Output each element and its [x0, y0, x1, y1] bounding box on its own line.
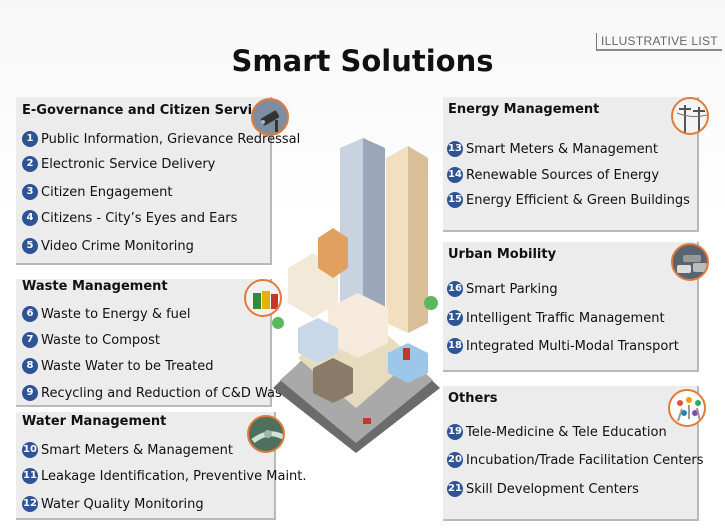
- water-pipe-icon: [247, 415, 285, 453]
- energy-title: Energy Management: [448, 102, 600, 117]
- number-badge: 10: [22, 442, 38, 458]
- item-label: Energy Efficient & Green Buildings: [466, 192, 690, 208]
- item-label: Renewable Sources of Energy: [466, 167, 660, 183]
- list-item: 7 Waste to Compost: [22, 332, 160, 348]
- number-badge: 19: [447, 424, 463, 440]
- list-item: 8 Waste Water to be Treated: [22, 358, 214, 374]
- number-badge: 6: [22, 306, 38, 322]
- number-badge: 21: [447, 481, 463, 497]
- number-badge: 18: [447, 338, 463, 354]
- item-label: Tele-Medicine & Tele Education: [466, 424, 667, 440]
- item-label: Leakage Identification, Preventive Maint…: [41, 468, 307, 484]
- item-label: Public Information, Grievance Redressal: [41, 131, 301, 147]
- water-panel: [16, 412, 276, 520]
- list-item: 3 Citizen Engagement: [22, 184, 173, 200]
- number-badge: 16: [447, 281, 463, 297]
- number-badge: 13: [447, 141, 463, 157]
- list-item: 21 Skill Development Centers: [447, 481, 639, 497]
- power-tower-icon: [671, 97, 709, 135]
- item-label: Smart Meters & Management: [41, 442, 233, 458]
- people-circle-icon: [668, 389, 706, 427]
- number-badge: 20: [447, 452, 463, 468]
- illustrative-list-tag: ILLUSTRATIVE LIST: [596, 33, 722, 51]
- number-badge: 8: [22, 358, 38, 374]
- item-label: Smart Parking: [466, 281, 558, 297]
- item-label: Citizen Engagement: [41, 184, 173, 200]
- number-badge: 9: [22, 385, 38, 401]
- item-label: Citizens - City’s Eyes and Ears: [41, 210, 238, 226]
- mobility-panel: [443, 242, 699, 372]
- others-title: Others: [448, 391, 498, 406]
- list-item: 17 Intelligent Traffic Management: [447, 310, 665, 326]
- list-item: 19 Tele-Medicine & Tele Education: [447, 424, 667, 440]
- others-panel: [443, 386, 699, 521]
- item-label: Incubation/Trade Facilitation Centers: [466, 452, 704, 468]
- item-label: Water Quality Monitoring: [41, 496, 204, 512]
- number-badge: 5: [22, 238, 38, 254]
- egov-title: E-Governance and Citizen Services: [22, 103, 277, 118]
- item-label: Recycling and Reduction of C&D Waste: [41, 385, 295, 401]
- waste-title: Waste Management: [22, 279, 168, 294]
- egov-panel: [16, 97, 272, 265]
- number-badge: 12: [22, 496, 38, 512]
- energy-panel: [443, 97, 699, 232]
- item-label: Waste to Compost: [41, 332, 160, 348]
- list-item: 20 Incubation/Trade Facilitation Centers: [447, 452, 704, 468]
- number-badge: 7: [22, 332, 38, 348]
- number-badge: 3: [22, 184, 38, 200]
- cctv-camera-icon: [251, 98, 289, 136]
- list-item: 14 Renewable Sources of Energy: [447, 167, 659, 183]
- item-label: Smart Meters & Management: [466, 141, 658, 157]
- list-item: 16 Smart Parking: [447, 281, 558, 297]
- list-item: 12 Water Quality Monitoring: [22, 496, 204, 512]
- item-label: Video Crime Monitoring: [41, 238, 194, 254]
- isometric-city-illustration: [268, 118, 443, 453]
- water-title: Water Management: [22, 414, 167, 429]
- list-item: 1 Public Information, Grievance Redressal: [22, 131, 300, 147]
- item-label: Electronic Service Delivery: [41, 156, 216, 172]
- page-title: Smart Solutions: [231, 44, 494, 78]
- number-badge: 1: [22, 131, 38, 147]
- list-item: 9 Recycling and Reduction of C&D Waste: [22, 385, 295, 401]
- list-item: 10 Smart Meters & Management: [22, 442, 233, 458]
- recycle-bins-icon: [244, 279, 282, 317]
- item-label: Intelligent Traffic Management: [466, 310, 665, 326]
- number-badge: 15: [447, 192, 463, 208]
- number-badge: 11: [22, 468, 38, 484]
- number-badge: 2: [22, 156, 38, 172]
- list-item: 4 Citizens - City’s Eyes and Ears: [22, 210, 237, 226]
- list-item: 15 Energy Efficient & Green Buildings: [447, 192, 690, 208]
- list-item: 13 Smart Meters & Management: [447, 141, 658, 157]
- list-item: 2 Electronic Service Delivery: [22, 156, 215, 172]
- number-badge: 4: [22, 210, 38, 226]
- item-label: Waste to Energy & fuel: [41, 306, 191, 322]
- list-item: 11 Leakage Identification, Preventive Mai…: [22, 468, 307, 484]
- list-item: 6 Waste to Energy & fuel: [22, 306, 191, 322]
- list-item: 5 Video Crime Monitoring: [22, 238, 194, 254]
- number-badge: 14: [447, 167, 463, 183]
- traffic-cars-icon: [671, 243, 709, 281]
- item-label: Skill Development Centers: [466, 481, 639, 497]
- waste-panel: [16, 279, 272, 407]
- list-item: 18 Integrated Multi-Modal Transport: [447, 338, 679, 354]
- number-badge: 17: [447, 310, 463, 326]
- mobility-title: Urban Mobility: [448, 247, 557, 262]
- item-label: Integrated Multi-Modal Transport: [466, 338, 679, 354]
- item-label: Waste Water to be Treated: [41, 358, 214, 374]
